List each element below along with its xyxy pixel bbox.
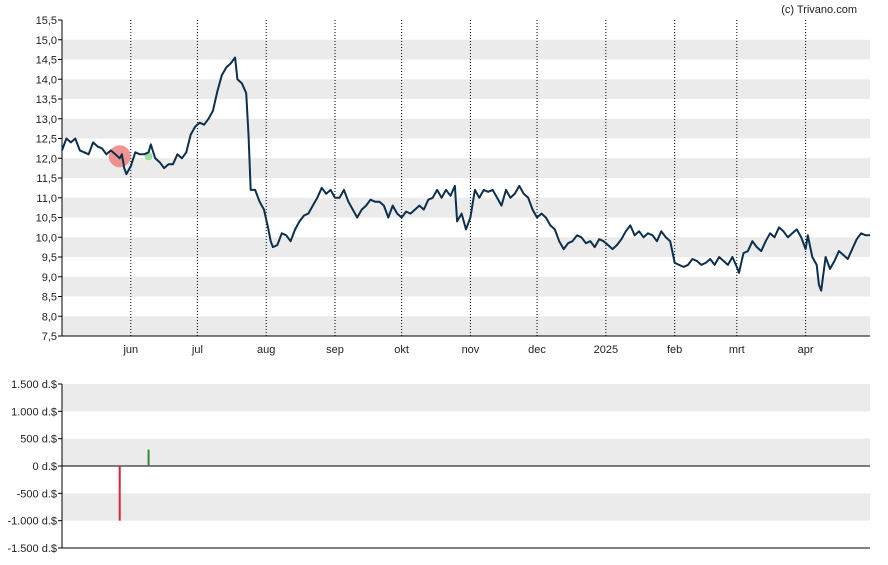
x-tick-label: mrt xyxy=(729,344,745,356)
x-tick-label: feb xyxy=(667,344,682,356)
y-tick-label: 8,0 xyxy=(42,311,57,323)
price-grid-band xyxy=(62,197,870,218)
credit-text: (c) Trivano.com xyxy=(781,4,857,16)
volume-y-tick-label: 1.000 d.$ xyxy=(11,406,57,418)
price-line xyxy=(61,56,870,292)
volume-y-tick-label: 1.500 d.$ xyxy=(11,379,57,391)
x-tick-label: nov xyxy=(462,344,480,356)
y-tick-label: 9,0 xyxy=(42,272,57,284)
x-tick-label: aug xyxy=(257,344,275,356)
y-tick-label: 13,0 xyxy=(36,114,57,126)
price-grid-band xyxy=(62,316,870,336)
y-tick-label: 12,0 xyxy=(36,153,57,165)
volume-y-tick-label: -500 d.$ xyxy=(17,488,57,500)
volume-grid-band xyxy=(62,438,870,466)
price-grid-band xyxy=(62,118,870,139)
price-panel: jun jul aug sep okt nov dec 2025 feb mrt apr 15,5 15… xyxy=(36,15,870,356)
y-tick-label: 12,5 xyxy=(36,134,57,146)
x-tick-label: apr xyxy=(798,344,814,356)
y-tick-label: 14,5 xyxy=(36,55,57,67)
y-tick-label: 11,5 xyxy=(36,173,57,185)
y-tick-label: 7,5 xyxy=(42,331,57,343)
price-grid-band xyxy=(62,39,870,60)
y-tick-label: 15,5 xyxy=(36,15,57,27)
y-tick-label: 9,5 xyxy=(42,252,57,264)
x-tick-label: jul xyxy=(191,344,203,356)
price-grid-band xyxy=(62,79,870,99)
y-tick-label: 15,0 xyxy=(36,35,57,47)
y-tick-label: 10,5 xyxy=(36,213,57,225)
y-tick-label: 10,0 xyxy=(36,232,57,244)
x-tick-label: okt xyxy=(394,344,409,356)
insider-volume-panel: 1.500 d.$ 1.000 d.$ 500 d.$ 0 d.$ -500 d.$ -1… xyxy=(7,379,870,555)
x-tick-label: sep xyxy=(326,344,344,356)
volume-y-tick-label: 500 d.$ xyxy=(20,434,57,446)
price-grid-band xyxy=(62,276,870,297)
price-grid-band xyxy=(62,237,870,257)
y-tick-label: 14,0 xyxy=(36,74,57,86)
x-tick-label: jun xyxy=(122,344,138,356)
x-tick-label: dec xyxy=(528,344,546,356)
volume-grid-band xyxy=(62,493,870,521)
volume-y-tick-label: -1.500 d.$ xyxy=(7,543,57,555)
x-tick-label: 2025 xyxy=(594,344,618,356)
y-tick-label: 13,5 xyxy=(36,94,57,106)
volume-y-tick-label: -1.000 d.$ xyxy=(7,516,57,528)
price-grid-band xyxy=(62,158,870,178)
volume-y-tick-label: 0 d.$ xyxy=(33,461,57,473)
y-tick-label: 11,0 xyxy=(36,193,57,205)
y-tick-label: 8,5 xyxy=(42,292,57,304)
volume-grid-band xyxy=(62,384,870,412)
